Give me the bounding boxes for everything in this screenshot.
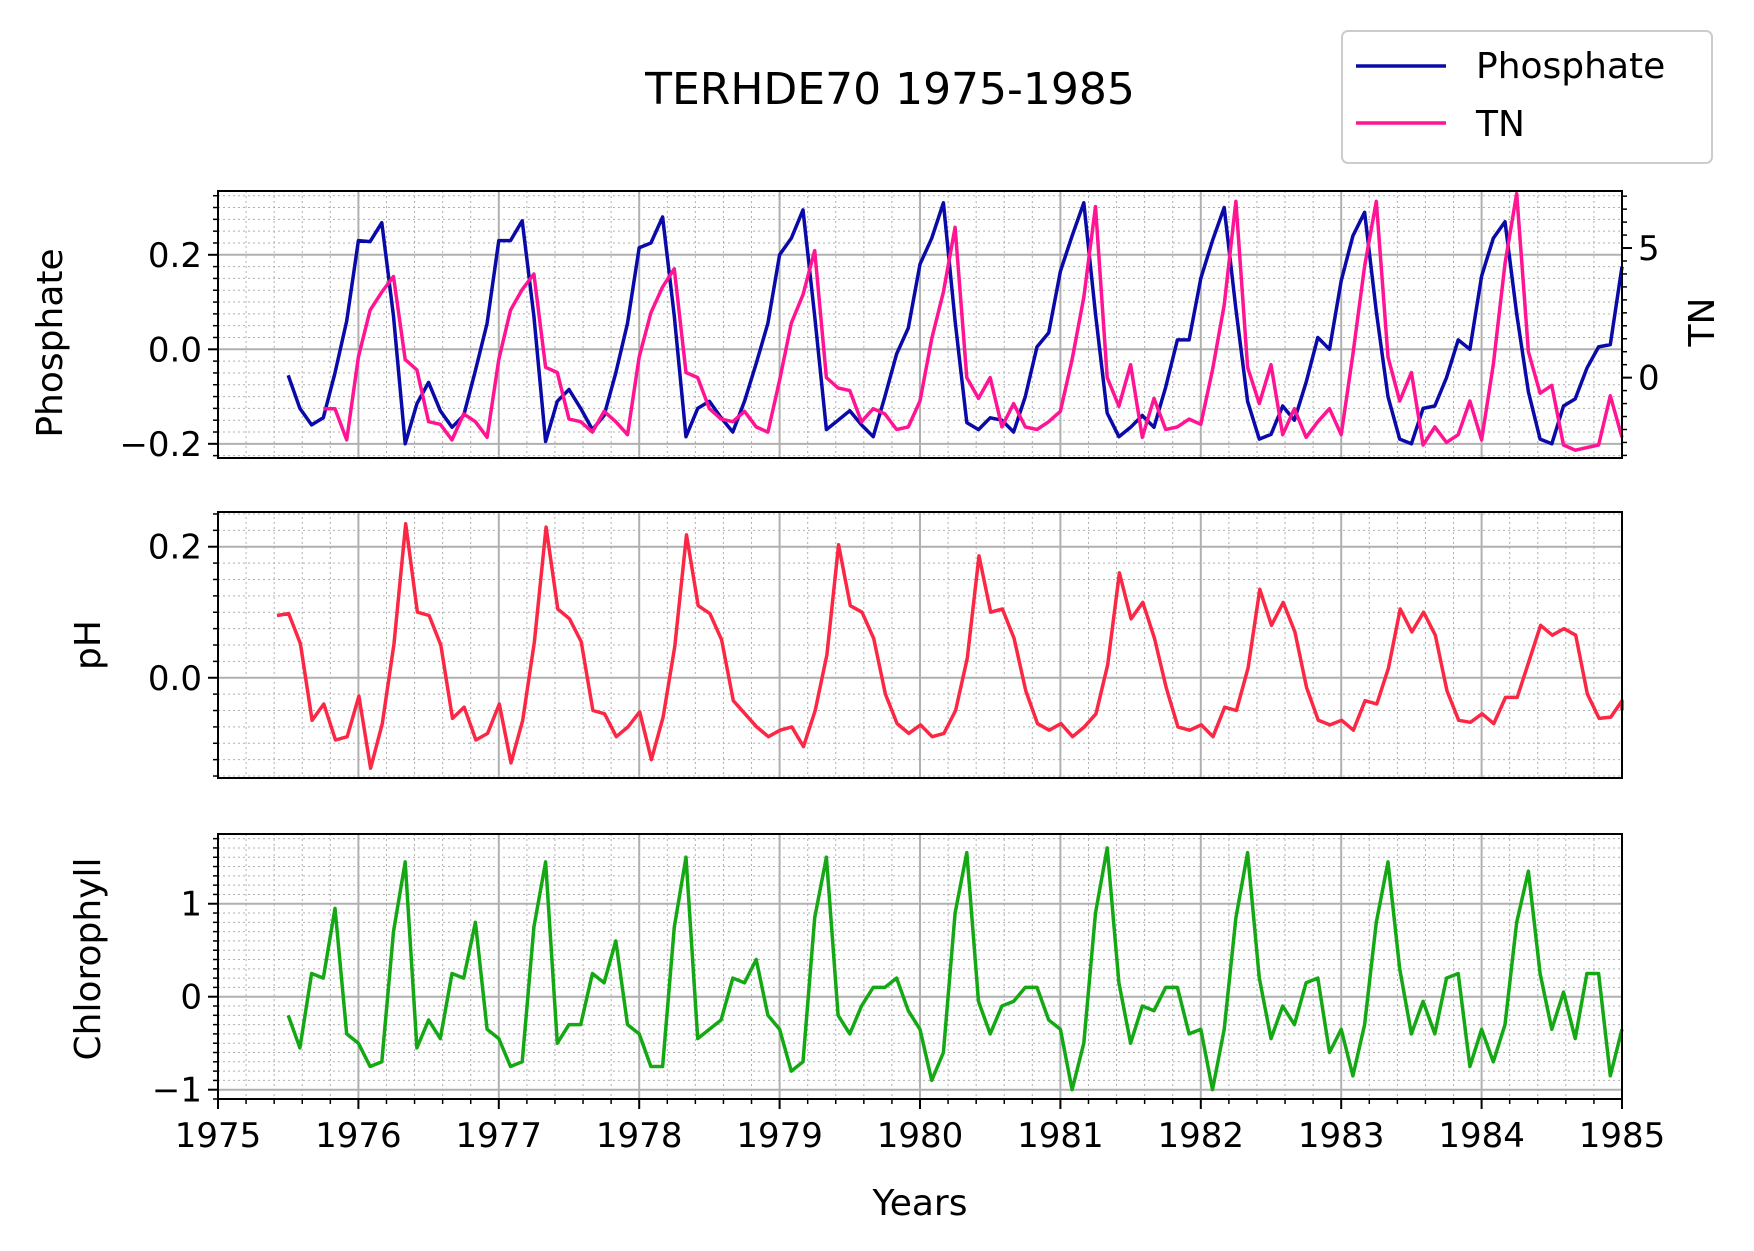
ylabel-tn: TN <box>1682 298 1723 348</box>
series-line-phosphate <box>286 201 1624 446</box>
legend-label-phosphate: Phosphate <box>1476 46 1665 87</box>
plot-frame <box>217 190 1623 459</box>
legend-label-tn: TN <box>1475 104 1525 145</box>
xlabel-years: Years <box>872 1183 968 1224</box>
ytick-label: −1 <box>152 1071 202 1111</box>
xtick-label: 1977 <box>456 1116 543 1156</box>
series-line-tn <box>323 191 1624 452</box>
ytick-label: 0.0 <box>148 330 202 370</box>
xtick-label: 1984 <box>1438 1116 1525 1156</box>
chlorophyll-panel: 1 0 −1 1975 1976 1977 1978 1979 1980 1981 1982 1983… <box>152 833 1666 1156</box>
ytick-label: −0.2 <box>119 425 202 465</box>
plot-frame <box>217 511 1623 779</box>
ytick-label: 0.2 <box>148 236 202 276</box>
ph-panel: 0.2 0.0 <box>148 511 1624 779</box>
series-line-2 <box>286 846 1624 1092</box>
ytick-label-right: 0 <box>1638 359 1660 399</box>
ylabel-phosphate: Phosphate <box>30 248 71 437</box>
xtick-label: 1983 <box>1298 1116 1385 1156</box>
ytick-label: 0.2 <box>148 528 202 568</box>
ytick-label: 0.0 <box>148 659 202 699</box>
ylabel-ph: pH <box>68 620 109 670</box>
xtick-label: 1975 <box>175 1116 262 1156</box>
xtick-label: 1985 <box>1579 1116 1666 1156</box>
xtick-label: 1982 <box>1158 1116 1245 1156</box>
xtick-label: 1979 <box>736 1116 823 1156</box>
ytick-label: 0 <box>180 978 202 1018</box>
chart-title: TERHDE70 1975-1985 <box>644 64 1135 115</box>
legend-box <box>1341 30 1713 164</box>
xtick-label: 1980 <box>877 1116 964 1156</box>
series-line-1 <box>276 522 1624 770</box>
xtick-label: 1981 <box>1017 1116 1104 1156</box>
ytick-label: 1 <box>180 885 202 925</box>
phosphate-tn-panel: 0.2 0.0 −0.2 5 0 <box>119 190 1660 465</box>
ylabel-chlorophyll: Chlorophyll <box>68 858 109 1061</box>
xtick-label: 1978 <box>596 1116 683 1156</box>
legend: Phosphate TN <box>1341 30 1713 164</box>
xtick-label: 1976 <box>315 1116 402 1156</box>
plot-frame <box>217 833 1623 1100</box>
ytick-label-right: 5 <box>1638 229 1660 269</box>
